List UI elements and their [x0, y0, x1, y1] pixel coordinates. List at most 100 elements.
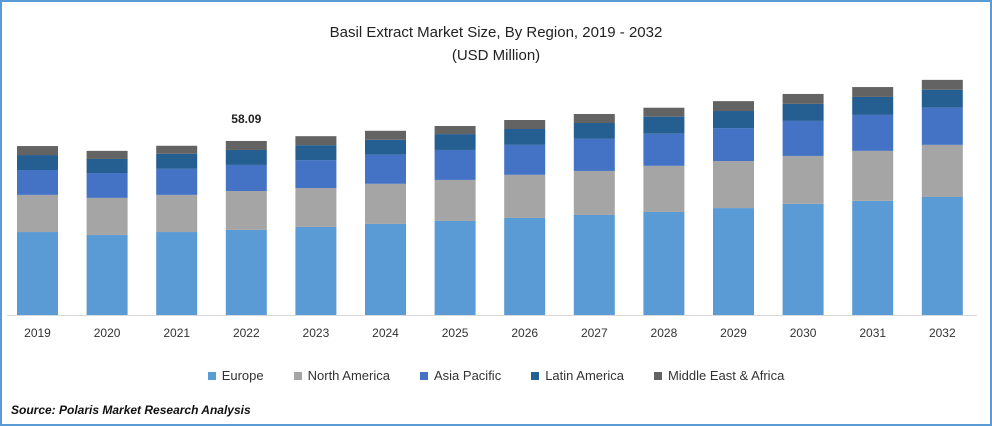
legend-swatch [293, 371, 302, 380]
legend-item: Europe [207, 368, 264, 383]
bar-segment-asia-pacific-2031 [852, 114, 894, 151]
legend-swatch [207, 371, 216, 380]
bar-segment-north-america-2023 [295, 187, 337, 227]
bar-segment-latin-america-2027 [573, 122, 615, 139]
bar-segment-latin-america-2020 [86, 158, 128, 174]
bar-segment-middle-east-africa-2020 [86, 150, 128, 159]
x-tick-label: 2024 [372, 326, 399, 340]
bar-segment-latin-america-2024 [365, 139, 406, 155]
bar-segment-europe-2021 [156, 232, 198, 315]
bar-segment-middle-east-africa-2027 [573, 114, 615, 123]
bar-segment-latin-america-2023 [295, 145, 337, 161]
bar-segment-latin-america-2025 [434, 134, 476, 150]
x-tick-label: 2028 [651, 326, 678, 340]
x-tick-label: 2019 [24, 326, 51, 340]
bar-segment-asia-pacific-2027 [573, 138, 615, 171]
legend-label: North America [307, 368, 390, 383]
bar-segment-north-america-2028 [643, 165, 685, 212]
legend-item: Asia Pacific [420, 368, 501, 383]
bar-segment-europe-2031 [852, 200, 894, 315]
bar-segment-latin-america-2028 [643, 116, 685, 134]
x-tick-label: 2032 [929, 326, 956, 340]
bar-segment-asia-pacific-2022 [225, 164, 267, 191]
x-tick-label: 2022 [233, 326, 260, 340]
legend: Europe North America Asia Pacific Latin Ame… [2, 368, 990, 383]
bar-segment-middle-east-africa-2021 [156, 145, 198, 154]
bar-segment-europe-2020 [86, 235, 128, 315]
bar-segment-middle-east-africa-2032 [921, 79, 963, 90]
bar-segment-europe-2029 [713, 208, 754, 315]
bar-segment-latin-america-2030 [782, 103, 824, 121]
x-tick-label: 2031 [859, 326, 886, 340]
legend-swatch [653, 371, 662, 380]
bar-segment-asia-pacific-2030 [782, 120, 824, 156]
bar-segment-north-america-2019 [17, 194, 58, 233]
stacked-bar-chart: 2019 2020 2021 2022 58.09 2023 2024 2025 2026 202… [7, 79, 977, 340]
bar-segment-asia-pacific-2019 [17, 170, 58, 195]
bar-segment-north-america-2022 [225, 190, 267, 230]
bar-segment-europe-2024 [365, 223, 406, 315]
legend-item: Latin America [531, 368, 624, 383]
x-tick-label: 2020 [94, 326, 121, 340]
legend-item: Middle East & Africa [653, 368, 785, 383]
bar-segment-europe-2027 [573, 214, 615, 315]
bar-segment-middle-east-africa-2029 [713, 101, 754, 112]
x-tick-label: 2026 [511, 326, 538, 340]
data-label: 58.09 [231, 112, 261, 126]
legend-label: Asia Pacific [434, 368, 502, 383]
x-tick-label: 2023 [303, 326, 330, 340]
bar-segment-middle-east-africa-2024 [365, 130, 406, 140]
bar-segment-north-america-2026 [504, 174, 546, 218]
bar-segment-asia-pacific-2023 [295, 160, 337, 188]
bar-segment-middle-east-africa-2028 [643, 107, 685, 117]
bar-segment-north-america-2027 [573, 170, 615, 215]
bar-segment-europe-2022 [225, 229, 267, 315]
bar-segment-asia-pacific-2020 [86, 173, 128, 198]
bar-segment-latin-america-2021 [156, 153, 198, 169]
bar-segment-asia-pacific-2029 [713, 128, 754, 162]
legend-label: Middle East & Africa [667, 368, 785, 383]
bar-segment-north-america-2032 [921, 144, 963, 197]
bar-segment-europe-2026 [504, 217, 546, 315]
bar-segment-europe-2030 [782, 203, 824, 315]
source-note: Source: Polaris Market Research Analysis [11, 403, 251, 417]
bar-segment-middle-east-africa-2019 [17, 146, 58, 156]
bar-segment-europe-2032 [921, 196, 963, 315]
x-tick-label: 2030 [790, 326, 817, 340]
bar-segment-middle-east-africa-2026 [504, 120, 546, 129]
bar-segment-north-america-2020 [86, 197, 128, 236]
bar-segment-middle-east-africa-2030 [782, 93, 824, 104]
bar-segment-asia-pacific-2024 [365, 154, 406, 184]
bar-segment-europe-2028 [643, 211, 685, 315]
legend-label: Latin America [545, 368, 624, 383]
bar-segment-latin-america-2031 [852, 96, 894, 115]
bar-segment-asia-pacific-2025 [434, 149, 476, 180]
bar-segment-north-america-2029 [713, 161, 754, 209]
chart-title: Basil Extract Market Size, By Region, 20… [329, 24, 663, 41]
bar-segment-asia-pacific-2032 [921, 107, 963, 145]
bar-segment-latin-america-2029 [713, 111, 754, 129]
bar-segment-latin-america-2026 [504, 128, 546, 145]
bar-segment-north-america-2021 [156, 194, 198, 233]
chart-subtitle: (USD Million) [451, 47, 541, 64]
bar-segment-north-america-2030 [782, 155, 824, 204]
bar-segment-europe-2023 [295, 226, 337, 315]
legend-swatch [531, 371, 540, 380]
bar-segment-middle-east-africa-2023 [295, 136, 337, 146]
bar-segment-asia-pacific-2021 [156, 168, 198, 195]
legend-label: Europe [221, 368, 264, 383]
bar-segment-asia-pacific-2026 [504, 144, 546, 175]
bar-segment-north-america-2024 [365, 183, 406, 224]
bar-segment-europe-2019 [17, 232, 58, 315]
legend-swatch [420, 371, 428, 380]
bar-segment-latin-america-2032 [921, 89, 963, 108]
bar-segment-middle-east-africa-2022 [225, 140, 267, 150]
bar-segment-latin-america-2019 [17, 155, 58, 171]
bar-segment-north-america-2031 [852, 150, 894, 201]
x-tick-label: 2027 [581, 326, 608, 340]
x-tick-label: 2025 [442, 326, 469, 340]
legend-item: North America [293, 368, 390, 383]
bar-segment-latin-america-2022 [225, 149, 267, 165]
bar-segment-middle-east-africa-2025 [434, 125, 476, 135]
